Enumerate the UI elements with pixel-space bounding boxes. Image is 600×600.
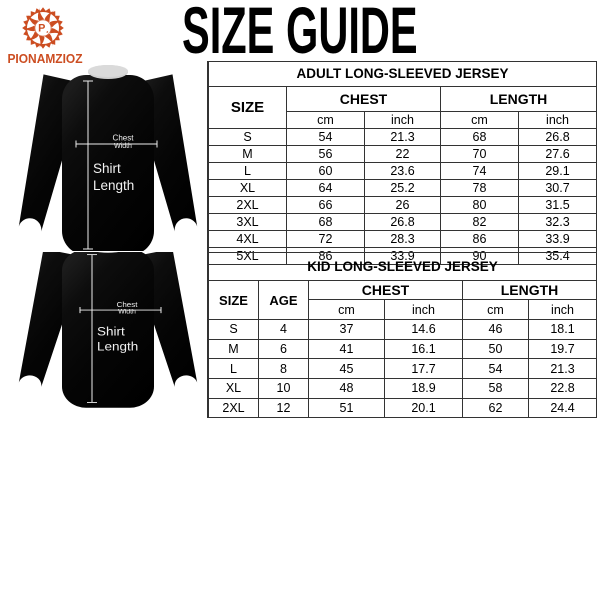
svg-text:z: z (46, 29, 48, 34)
svg-text:Length: Length (97, 339, 138, 353)
svg-text:Chest: Chest (113, 134, 135, 143)
svg-text:Shirt: Shirt (97, 324, 125, 338)
svg-text:Width: Width (118, 308, 136, 315)
svg-text:Chest: Chest (117, 300, 139, 308)
svg-text:Shirt: Shirt (93, 161, 121, 176)
svg-text:Length: Length (93, 178, 134, 193)
svg-text:P: P (38, 22, 45, 34)
svg-text:Width: Width (114, 143, 132, 150)
